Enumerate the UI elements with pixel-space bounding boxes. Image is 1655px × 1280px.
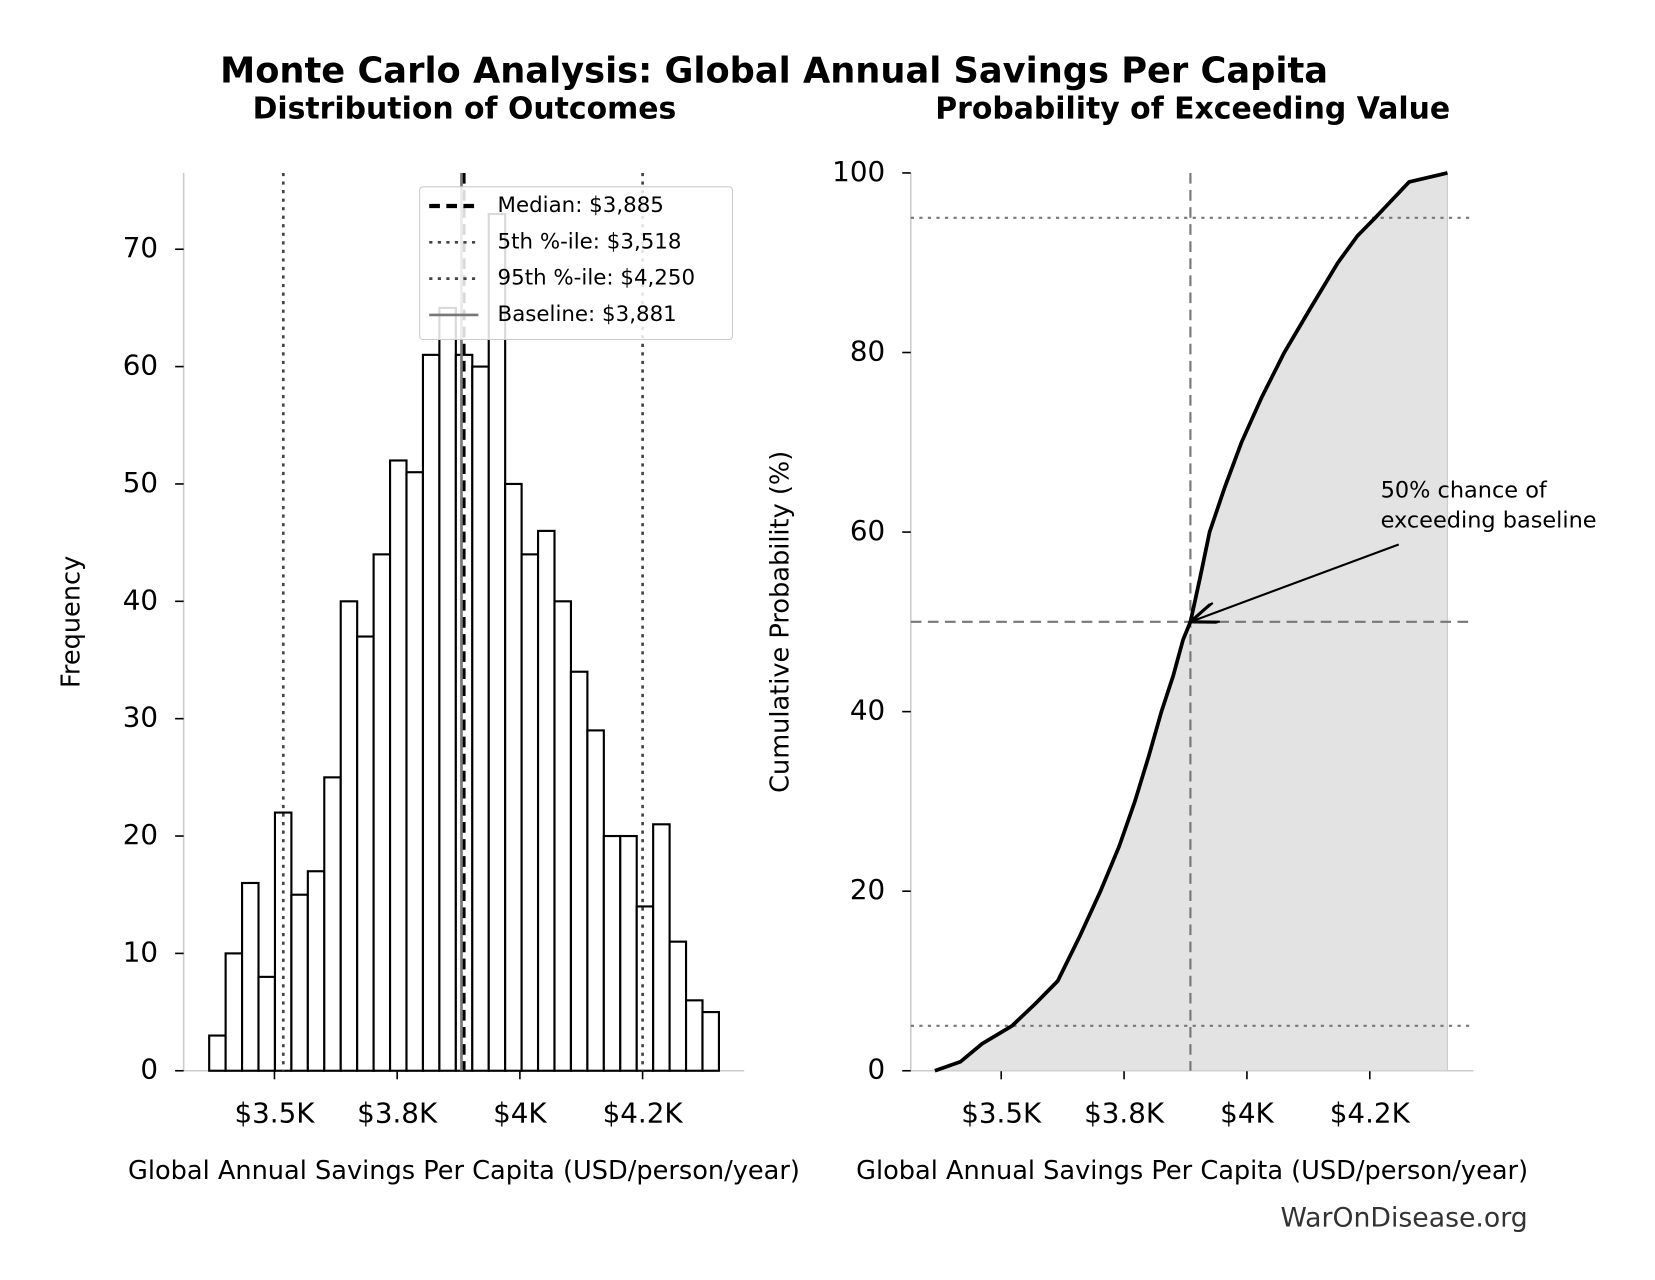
- annotation-text: exceeding baseline: [1381, 507, 1597, 533]
- bar: [520, 553, 540, 1072]
- watermark: WarOnDisease.org: [1280, 1203, 1527, 1234]
- bar: [635, 905, 655, 1072]
- bar: [388, 459, 408, 1072]
- bar: [569, 670, 589, 1072]
- y-axis-label: Cumulative Probability (%): [766, 451, 796, 793]
- bar: [668, 940, 688, 1072]
- bar: [701, 1011, 721, 1072]
- bar: [471, 365, 490, 1072]
- panel-title: Distribution of Outcomes: [253, 91, 677, 126]
- bar: [536, 529, 556, 1072]
- figure-title: Monte Carlo Analysis: Global Annual Savi…: [220, 51, 1328, 92]
- x-tick-label: $4K: [1220, 1097, 1274, 1130]
- y-tick-label: 30: [123, 701, 158, 734]
- y-tick-label: 80: [850, 335, 885, 368]
- bar: [553, 600, 573, 1072]
- y-axis-label: Frequency: [57, 556, 87, 688]
- panel-title: Probability of Exceeding Value: [935, 91, 1450, 126]
- y-tick-label: 60: [123, 349, 158, 382]
- bar: [240, 881, 260, 1072]
- bar: [421, 353, 441, 1072]
- bar: [257, 975, 277, 1072]
- annotation-arrow: [1190, 543, 1400, 621]
- bar: [306, 870, 326, 1072]
- bar: [208, 1034, 227, 1072]
- legend-label: 5th %-ile: $3,518: [498, 229, 682, 254]
- y-tick-label: 100: [832, 155, 885, 188]
- bar: [290, 893, 309, 1072]
- x-tick-label: $4K: [493, 1097, 547, 1130]
- bar: [602, 834, 622, 1072]
- bar: [323, 776, 342, 1072]
- bar: [356, 635, 375, 1072]
- y-tick-label: 60: [850, 514, 885, 547]
- cdf-line: [934, 171, 1448, 1073]
- bar: [405, 471, 425, 1072]
- bar: [438, 306, 457, 1072]
- bar: [224, 952, 244, 1072]
- y-tick-label: 20: [123, 818, 158, 851]
- x-tick-label: $3.5K: [234, 1097, 315, 1130]
- bar: [487, 212, 507, 1072]
- bar: [504, 482, 523, 1072]
- y-tick-label: 0: [140, 1053, 158, 1086]
- bar: [372, 553, 392, 1072]
- x-tick-label: $4.2K: [603, 1097, 684, 1130]
- legend-label: 95th %-ile: $4,250: [498, 266, 696, 291]
- y-tick-label: 50: [123, 466, 158, 499]
- legend-box: [419, 186, 734, 341]
- x-axis-label: Global Annual Savings Per Capita (USD/pe…: [128, 1156, 800, 1186]
- y-tick-label: 0: [868, 1053, 886, 1086]
- y-tick-label: 70: [123, 231, 158, 264]
- annotation-text: 50% chance of: [1381, 478, 1548, 504]
- x-tick-label: $3.8K: [1084, 1097, 1165, 1130]
- x-tick-label: $4.2K: [1330, 1097, 1411, 1130]
- y-tick-label: 40: [123, 583, 158, 616]
- legend-label: Baseline: $3,881: [498, 302, 677, 327]
- x-tick-label: $3.8K: [357, 1097, 438, 1130]
- y-tick-label: 10: [123, 935, 158, 968]
- bar: [619, 834, 638, 1072]
- legend: Median: $3,885 5th %-ile: $3,518 95th %-il…: [419, 186, 734, 341]
- y-tick-label: 20: [850, 873, 885, 906]
- bar: [586, 729, 605, 1072]
- x-axis-label: Global Annual Savings Per Capita (USD/pe…: [856, 1156, 1528, 1186]
- bar: [339, 600, 359, 1072]
- y-tick-label: 40: [850, 694, 885, 727]
- bar: [652, 823, 671, 1072]
- x-tick-label: $3.5K: [961, 1097, 1042, 1130]
- legend-label: Median: $3,885: [498, 193, 664, 218]
- bar: [684, 999, 704, 1072]
